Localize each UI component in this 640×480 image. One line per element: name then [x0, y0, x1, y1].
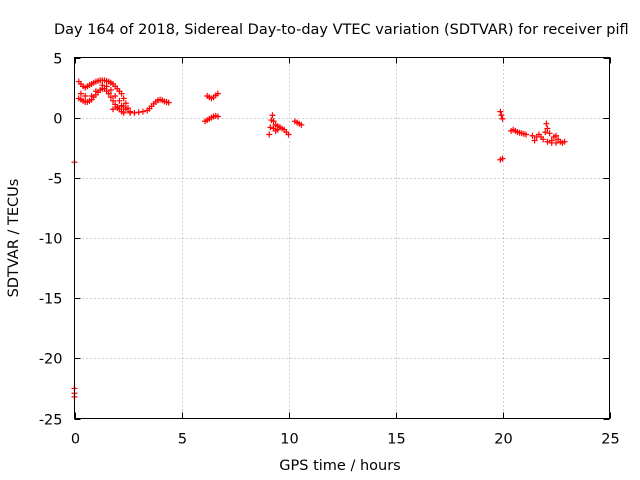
data-point	[120, 109, 127, 116]
data-point	[499, 115, 506, 122]
data-point	[107, 94, 114, 101]
data-point	[112, 93, 119, 100]
data-point	[543, 120, 550, 127]
data-point	[131, 109, 138, 116]
data-points	[71, 77, 568, 400]
data-point	[267, 124, 274, 131]
x-tick-label: 10	[280, 432, 298, 448]
data-point	[165, 99, 172, 106]
data-point	[553, 139, 559, 146]
data-point	[139, 108, 146, 115]
data-point	[274, 126, 281, 133]
data-point	[122, 100, 129, 107]
data-point	[82, 93, 89, 100]
x-tick-label: 25	[601, 432, 619, 448]
data-point	[110, 106, 117, 113]
data-point	[77, 90, 84, 97]
data-point	[544, 125, 551, 132]
y-tick-label: 5	[53, 52, 62, 68]
y-tick-label: -25	[39, 413, 63, 429]
tick-labels: 0 5 10 15 20 25 -25 -20 -15 -10 -5 0 5	[39, 52, 620, 448]
x-tick-label: 0	[71, 432, 80, 448]
data-point	[118, 102, 125, 109]
data-point	[546, 130, 553, 137]
x-tick-label: 5	[178, 432, 187, 448]
x-axis-label: GPS time / hours	[279, 458, 400, 474]
data-point	[266, 131, 273, 138]
data-point	[531, 137, 538, 144]
data-point	[497, 108, 504, 115]
axis-ticks	[74, 57, 611, 420]
data-point	[499, 155, 506, 162]
y-tick-label: -15	[39, 292, 63, 308]
data-point	[88, 93, 95, 100]
data-point	[105, 90, 112, 97]
data-point	[135, 109, 142, 116]
data-point	[118, 90, 125, 97]
data-point	[542, 129, 549, 136]
data-point	[110, 97, 117, 104]
data-point	[92, 88, 99, 95]
data-point	[107, 86, 114, 93]
data-point	[523, 131, 530, 138]
data-point	[561, 138, 568, 145]
y-tick-label: 0	[53, 112, 62, 128]
data-point	[269, 112, 276, 119]
data-point	[116, 97, 123, 104]
data-point	[553, 132, 559, 139]
data-point	[103, 83, 110, 90]
data-point	[298, 121, 305, 128]
data-point	[540, 136, 547, 143]
data-point	[544, 138, 551, 145]
data-point	[214, 90, 221, 97]
y-tick-label: -20	[39, 352, 63, 368]
chart-title: Day 164 of 2018, Sidereal Day-to-day VTE…	[54, 22, 629, 38]
data-point	[529, 132, 536, 139]
data-point	[122, 106, 129, 113]
x-tick-label: 20	[494, 432, 512, 448]
data-point	[114, 105, 121, 112]
plot-frame	[74, 57, 610, 419]
y-tick-label: -5	[48, 172, 62, 188]
data-point	[285, 131, 292, 138]
grid-lines	[74, 57, 610, 419]
data-point	[498, 112, 505, 119]
y-tick-label: -10	[39, 232, 63, 248]
x-tick-label: 15	[387, 432, 405, 448]
data-point	[270, 118, 277, 125]
data-point	[120, 95, 127, 102]
data-point	[214, 113, 221, 120]
data-point	[99, 82, 106, 89]
y-axis-label: SDTVAR / TECUs	[6, 179, 22, 298]
